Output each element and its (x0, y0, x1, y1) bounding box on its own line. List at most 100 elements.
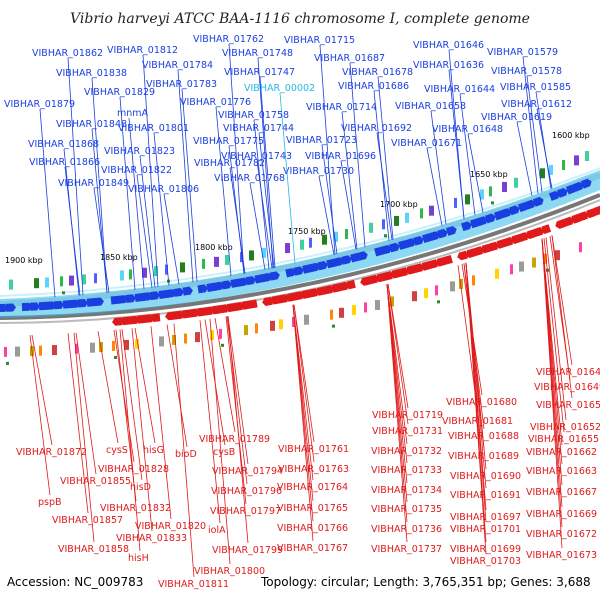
bottom-leader-line (31, 334, 53, 446)
top-leader-line (349, 62, 366, 248)
feature-block (420, 208, 423, 219)
forward-gene-arrow (580, 178, 592, 189)
feature-block (112, 340, 115, 351)
bottom-leader-line (73, 332, 95, 543)
reverse-gene-arrow (442, 255, 453, 265)
feature-block (549, 164, 553, 175)
feature-block (82, 274, 86, 285)
top-leader-line (39, 108, 56, 298)
bottom-gene-label: VIBHAR_01737 (371, 544, 442, 555)
reverse-gene-arrow (247, 299, 258, 309)
feature-block (330, 309, 333, 320)
forward-gene-arrow (141, 292, 152, 302)
forward-gene-arrow (182, 286, 193, 296)
feature-block (210, 330, 214, 341)
kbp-tick-label: 1600 kbp (552, 131, 590, 140)
top-gene-label: VIBHAR_01848 (56, 119, 127, 130)
reverse-gene-arrow (517, 231, 529, 242)
bottom-leader-line (214, 318, 236, 433)
kbp-ticks: 1600 kbp 1650 kbp 1700 kbp 1750 kbp 1800 kbp… (5, 131, 590, 265)
reverse-gene-arrow (487, 241, 499, 252)
bottom-gene-label: VIBHAR_01672 (526, 529, 597, 540)
feature-block (39, 345, 42, 356)
feature-block (34, 278, 39, 289)
top-gene-label: VIBHAR_01687 (314, 53, 385, 64)
bottom-gene-label: VIBHAR_01872 (16, 447, 87, 458)
top-leader-line (340, 160, 357, 250)
top-leader-line (93, 187, 110, 293)
bottom-gene-label: VIBHAR_01649 (534, 382, 600, 393)
top-gene-label: VIBHAR_01678 (342, 67, 413, 78)
reverse-gene-arrow (262, 296, 273, 306)
feature-block (424, 288, 428, 299)
bottom-gene-label: VIBHAR_01833 (116, 533, 187, 544)
kbp-tick-label: 1800 kbp (195, 243, 233, 252)
top-gene-label: VIBHAR_01714 (306, 102, 377, 113)
forward-gene-arrow (500, 208, 512, 218)
top-gene-label: VIBHAR_01762 (193, 34, 264, 45)
bottom-leader-line (209, 318, 231, 565)
forward-gene-arrow (237, 277, 248, 287)
bottom-gene-label: VIBHAR_01690 (450, 471, 521, 482)
reverse-gene-arrow (315, 286, 326, 296)
bottom-gene-label: VIBHAR_01832 (100, 503, 171, 514)
top-gene-label: VIBHAR_01636 (413, 60, 484, 71)
bottom-leader-line (173, 323, 195, 578)
bottom-leader-line (293, 304, 315, 443)
reverse-gene-arrow (472, 246, 483, 256)
reverse-gene-arrow (532, 226, 544, 237)
marker-dot (437, 300, 440, 304)
forward-gene-arrow (341, 255, 352, 265)
reverse-gene-arrow (397, 267, 408, 277)
feature-block (489, 186, 492, 197)
bottom-gene-label: VIBHAR_01688 (448, 431, 519, 442)
feature-block (394, 215, 399, 226)
bottom-leader-line (227, 316, 249, 544)
reverse-gene-arrow (592, 205, 600, 216)
top-gene-label: VIBHAR_01743 (221, 151, 292, 162)
top-gene-label: VIBHAR_01686 (338, 81, 409, 92)
feature-block (585, 151, 589, 162)
forward-gene-arrow (293, 266, 304, 276)
bottom-gene-label: VIBHAR_01697 (450, 512, 521, 523)
top-gene-label: VIBHAR_01646 (413, 40, 484, 51)
bottom-leader-line (166, 324, 188, 448)
forward-gene-arrow (261, 273, 272, 283)
forward-gene-arrow (125, 294, 136, 303)
reverse-gene-arrow (270, 295, 281, 305)
bottom-leader-line (97, 331, 119, 444)
reverse-gene-arrow (232, 301, 243, 311)
feature-block (304, 314, 309, 325)
top-gene-label: VIBHAR_01868 (28, 139, 99, 150)
forward-gene-arrow (389, 242, 400, 253)
forward-gene-arrow (93, 297, 104, 307)
top-gene-label: VIBHAR_01730 (283, 166, 354, 177)
feature-block (180, 262, 185, 273)
bottom-leader-line (131, 328, 153, 532)
top-gene-label: VIBHAR_01866 (29, 157, 100, 168)
bottom-gene-label: VIBHAR_01655 (528, 434, 599, 445)
marker-dot (384, 234, 387, 238)
feature-block (382, 219, 385, 230)
forward-gene-arrow (69, 299, 80, 309)
bottom-gene-label: hisG (143, 445, 164, 456)
forward-gene-arrow (381, 244, 392, 255)
bottom-gene-label: VIBHAR_01703 (450, 556, 521, 567)
feature-block (339, 307, 344, 318)
top-gene-label: VIBHAR_01823 (104, 146, 175, 157)
feature-block (244, 325, 248, 336)
bottom-gene-label: pspB (38, 497, 62, 508)
bottom-gene-label: VIBHAR_01828 (98, 464, 169, 475)
feature-block (532, 257, 536, 268)
feature-block (75, 343, 78, 354)
forward-gene-arrow (0, 303, 8, 313)
marker-dot (332, 324, 335, 328)
bottom-gene-label: VIBHAR_01719 (372, 410, 443, 421)
bottom-gene-label: VIBHAR_01763 (278, 464, 349, 475)
feature-block (202, 258, 205, 269)
bottom-leader-lines (29, 235, 573, 578)
top-gene-label: VIBHAR_01658 (395, 101, 466, 112)
feature-block (514, 177, 518, 188)
bottom-gene-label: VIBHAR_01691 (450, 490, 521, 501)
